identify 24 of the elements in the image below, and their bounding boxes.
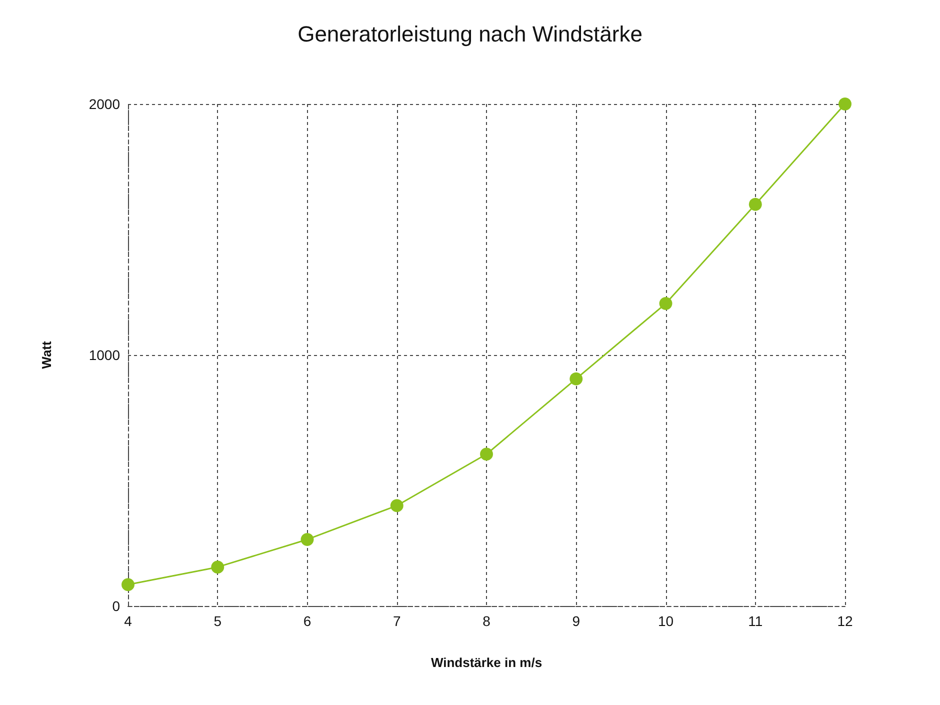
x-tick-label: 6 — [303, 613, 312, 629]
point — [211, 560, 224, 574]
x-tick-label: 5 — [214, 613, 222, 629]
point — [390, 499, 404, 512]
point — [748, 198, 762, 211]
y-axis-title: Watt — [39, 340, 54, 369]
x-tick-label: 7 — [392, 613, 401, 629]
x-tick-label: 12 — [837, 613, 853, 629]
x-tick-label: 4 — [124, 613, 132, 629]
y-tick-label: 1000 — [88, 347, 120, 363]
x-tick-label: 10 — [658, 613, 674, 629]
x-tick-label: 9 — [572, 613, 580, 629]
point — [122, 578, 134, 592]
point — [480, 448, 493, 461]
point — [659, 297, 672, 310]
y-tick-label: 2000 — [88, 96, 120, 112]
point — [300, 532, 314, 546]
y-tick-label: 0 — [112, 598, 120, 614]
point — [570, 372, 583, 386]
x-tick-label: 8 — [482, 613, 491, 629]
chart-title: Generatorleistung nach Windstärke — [298, 22, 642, 46]
x-axis-title: Windstärke in m/s — [430, 655, 542, 670]
x-tick-label: 11 — [748, 613, 763, 629]
point — [838, 98, 852, 110]
